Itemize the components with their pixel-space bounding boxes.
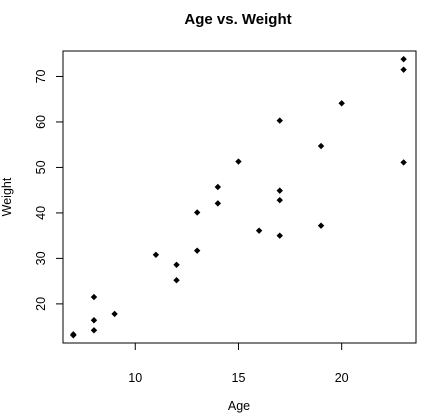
data-point	[400, 66, 407, 73]
x-tick-label: 20	[335, 371, 349, 385]
data-point	[317, 142, 325, 150]
data-point	[70, 332, 77, 339]
x-tick-label: 10	[128, 371, 142, 385]
x-axis-label: Age	[228, 399, 250, 413]
y-tick-label: 40	[34, 206, 48, 220]
data-point	[317, 222, 325, 229]
y-tick-label: 60	[34, 115, 48, 129]
x-tick-label: 15	[232, 371, 246, 385]
data-point	[173, 277, 180, 284]
data-point	[400, 159, 407, 166]
data-point	[255, 227, 263, 234]
data-point	[193, 209, 201, 216]
plot-frame	[62, 50, 417, 344]
data-point	[152, 251, 160, 258]
data-point	[173, 261, 180, 268]
data-point	[338, 100, 345, 107]
chart-title: Age vs. Weight	[184, 11, 291, 28]
data-point	[193, 247, 201, 254]
data-point	[276, 187, 283, 194]
y-axis: 20 30 40 50 60 70	[34, 69, 63, 311]
data-point	[400, 55, 407, 63]
data-point	[90, 327, 98, 334]
data-point	[276, 232, 283, 239]
data-point	[276, 117, 283, 124]
data-points	[70, 55, 407, 339]
data-point	[235, 158, 242, 165]
data-point	[276, 196, 283, 204]
y-axis-label: Weight	[0, 177, 14, 216]
data-point	[214, 200, 222, 207]
y-tick-label: 50	[34, 160, 48, 174]
data-point	[90, 317, 98, 324]
y-tick-label: 70	[34, 69, 48, 83]
data-point	[214, 183, 222, 191]
data-point	[111, 310, 118, 318]
data-point	[90, 293, 98, 301]
y-tick-label: 20	[34, 297, 48, 311]
y-tick-label: 30	[34, 251, 48, 265]
x-axis: 10 15 20	[128, 343, 349, 385]
